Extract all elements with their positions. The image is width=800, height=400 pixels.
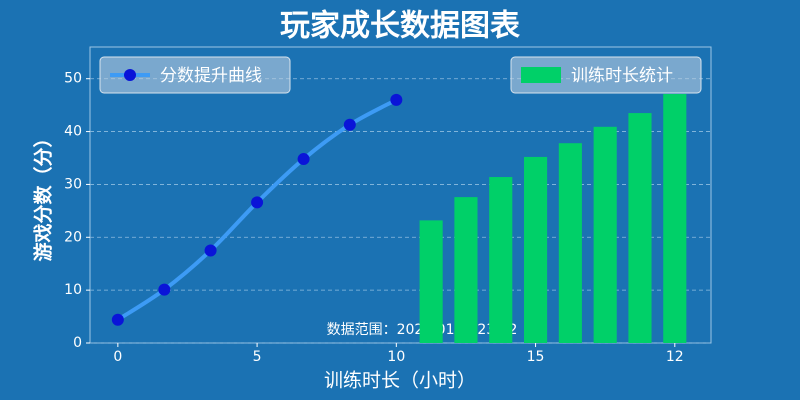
legend-label: 分数提升曲线: [160, 66, 262, 86]
y-tick-label: 50: [64, 71, 82, 87]
point: [251, 196, 264, 209]
x-tick-label: 15: [527, 349, 545, 365]
legend: 训练时长统计: [510, 56, 702, 94]
bar: [419, 220, 443, 343]
legend-box: [510, 56, 702, 94]
x-tick-label: 10: [387, 349, 405, 365]
point: [390, 93, 403, 106]
bar: [489, 177, 513, 343]
y-tick-label: 0: [73, 335, 82, 351]
point: [158, 283, 171, 296]
bar: [663, 94, 687, 344]
legend-box: [99, 56, 291, 94]
y-tick-label: 10: [64, 282, 82, 298]
legend-label: 训练时长统计: [571, 66, 673, 86]
bar: [628, 113, 652, 343]
y-tick-label: 20: [64, 229, 82, 245]
chart-title: 玩家成长数据图表: [280, 9, 520, 44]
point: [343, 118, 356, 131]
y-tick-label: 30: [64, 176, 82, 192]
bar: [524, 156, 548, 343]
x-tick-label: 12: [666, 349, 684, 365]
legend-swatch: [521, 67, 561, 83]
x-axis-label: 训练时长（小时）: [324, 370, 476, 392]
x-tick-label: 0: [113, 349, 122, 365]
bar: [593, 126, 617, 343]
bar: [454, 197, 478, 343]
y-tick-label: 40: [64, 124, 82, 140]
x-tick-label: 5: [253, 349, 262, 365]
legend-marker: [124, 69, 136, 81]
point: [204, 244, 217, 257]
bar: [558, 143, 582, 343]
y-axis-label: 游戏分数（分）: [32, 128, 55, 261]
legend: 分数提升曲线: [99, 56, 291, 94]
point: [297, 153, 310, 166]
point: [111, 313, 124, 326]
